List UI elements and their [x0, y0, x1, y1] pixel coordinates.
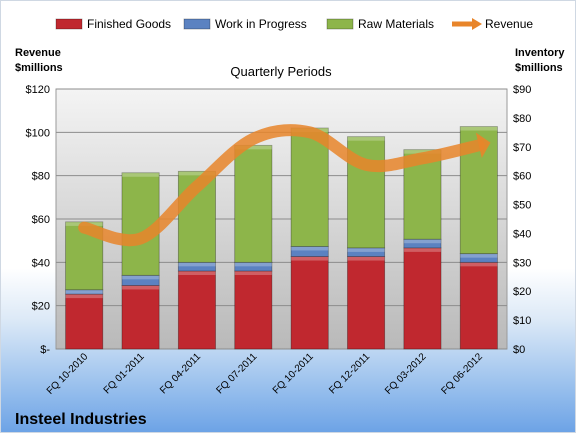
bar-highlight: [404, 239, 441, 243]
bar-finished-goods: [291, 257, 328, 349]
bar-finished-goods: [347, 257, 384, 349]
legend-label: Work in Progress: [215, 17, 307, 31]
bar-highlight: [66, 290, 103, 294]
bar-highlight: [460, 127, 497, 131]
legend-swatch-raw-materials: [327, 19, 353, 29]
bar-raw-materials: [235, 145, 272, 262]
y-left-axis-title-line2: $millions: [15, 62, 63, 74]
y-right-axis-ticks: $0 $10 $20 $30 $40 $50 $60 $70 $80 $90: [513, 84, 531, 356]
bar-raw-materials: [291, 128, 328, 246]
bar-highlight: [291, 246, 328, 250]
bar-highlight: [291, 257, 328, 261]
y-right-tick-label: $0: [513, 344, 525, 356]
legend-label: Revenue: [485, 17, 533, 31]
y-left-axis-title-line1: Revenue: [15, 47, 61, 59]
y-right-tick-label: $90: [513, 84, 531, 96]
bar-highlight: [178, 262, 215, 266]
bar-highlight: [235, 271, 272, 275]
bar-highlight: [178, 271, 215, 275]
bar-finished-goods: [460, 262, 497, 349]
bar-highlight: [347, 257, 384, 261]
x-tick-label: FQ 12-2011: [327, 351, 372, 396]
bar-finished-goods: [178, 271, 215, 349]
legend-label: Finished Goods: [87, 17, 171, 31]
y-left-tick-label: $80: [32, 171, 50, 183]
y-left-tick-label: $120: [26, 84, 50, 96]
y-right-axis-title-line1: Inventory: [515, 47, 565, 59]
legend-swatch-work-in-progress: [184, 19, 210, 29]
legend-swatch-finished-goods: [56, 19, 82, 29]
y-left-tick-label: $100: [26, 127, 50, 139]
company-name: Insteel Industries: [15, 411, 147, 428]
bar-highlight: [347, 248, 384, 252]
bar-finished-goods: [235, 271, 272, 349]
bar-highlight: [235, 262, 272, 266]
y-right-tick-label: $70: [513, 142, 531, 154]
bar-finished-goods: [122, 285, 159, 349]
x-tick-label: FQ 06-2012: [439, 351, 485, 397]
legend-swatch-arrowhead: [472, 18, 482, 30]
y-left-tick-label: $-: [40, 344, 50, 356]
legend-label: Raw Materials: [358, 17, 434, 31]
y-right-tick-label: $50: [513, 200, 531, 212]
x-tick-label: FQ 04-2011: [158, 351, 203, 396]
x-tick-label: FQ 10-2010: [45, 351, 91, 397]
x-tick-label: FQ 03-2012: [383, 351, 429, 397]
bar-highlight: [122, 173, 159, 177]
bar-highlight: [404, 248, 441, 252]
y-right-axis-title-line2: $millions: [515, 62, 563, 74]
y-left-tick-label: $20: [32, 301, 50, 313]
y-right-tick-label: $80: [513, 113, 531, 125]
y-right-tick-label: $10: [513, 315, 531, 327]
bar-highlight: [122, 285, 159, 289]
bar-finished-goods: [66, 294, 103, 349]
legend: Finished Goods Work in Progress Raw Materi…: [56, 17, 533, 31]
y-right-tick-label: $60: [513, 171, 531, 183]
y-right-tick-label: $30: [513, 257, 531, 269]
bar-highlight: [460, 254, 497, 258]
y-left-tick-label: $60: [32, 214, 50, 226]
bar-highlight: [347, 137, 384, 141]
y-left-axis-ticks: $- $20 $40 $60 $80 $100 $120: [26, 84, 51, 356]
bar-highlight: [460, 262, 497, 266]
chart-title: Quarterly Periods: [230, 64, 332, 79]
x-tick-label: FQ 07-2011: [214, 351, 259, 396]
bar-highlight: [66, 294, 103, 298]
y-right-tick-label: $40: [513, 228, 531, 240]
bar-highlight: [122, 275, 159, 279]
x-tick-label: FQ 10-2011: [271, 351, 316, 396]
x-tick-label: FQ 01-2011: [102, 351, 147, 396]
y-left-tick-label: $40: [32, 257, 50, 269]
y-right-tick-label: $20: [513, 286, 531, 298]
bar-finished-goods: [404, 248, 441, 349]
